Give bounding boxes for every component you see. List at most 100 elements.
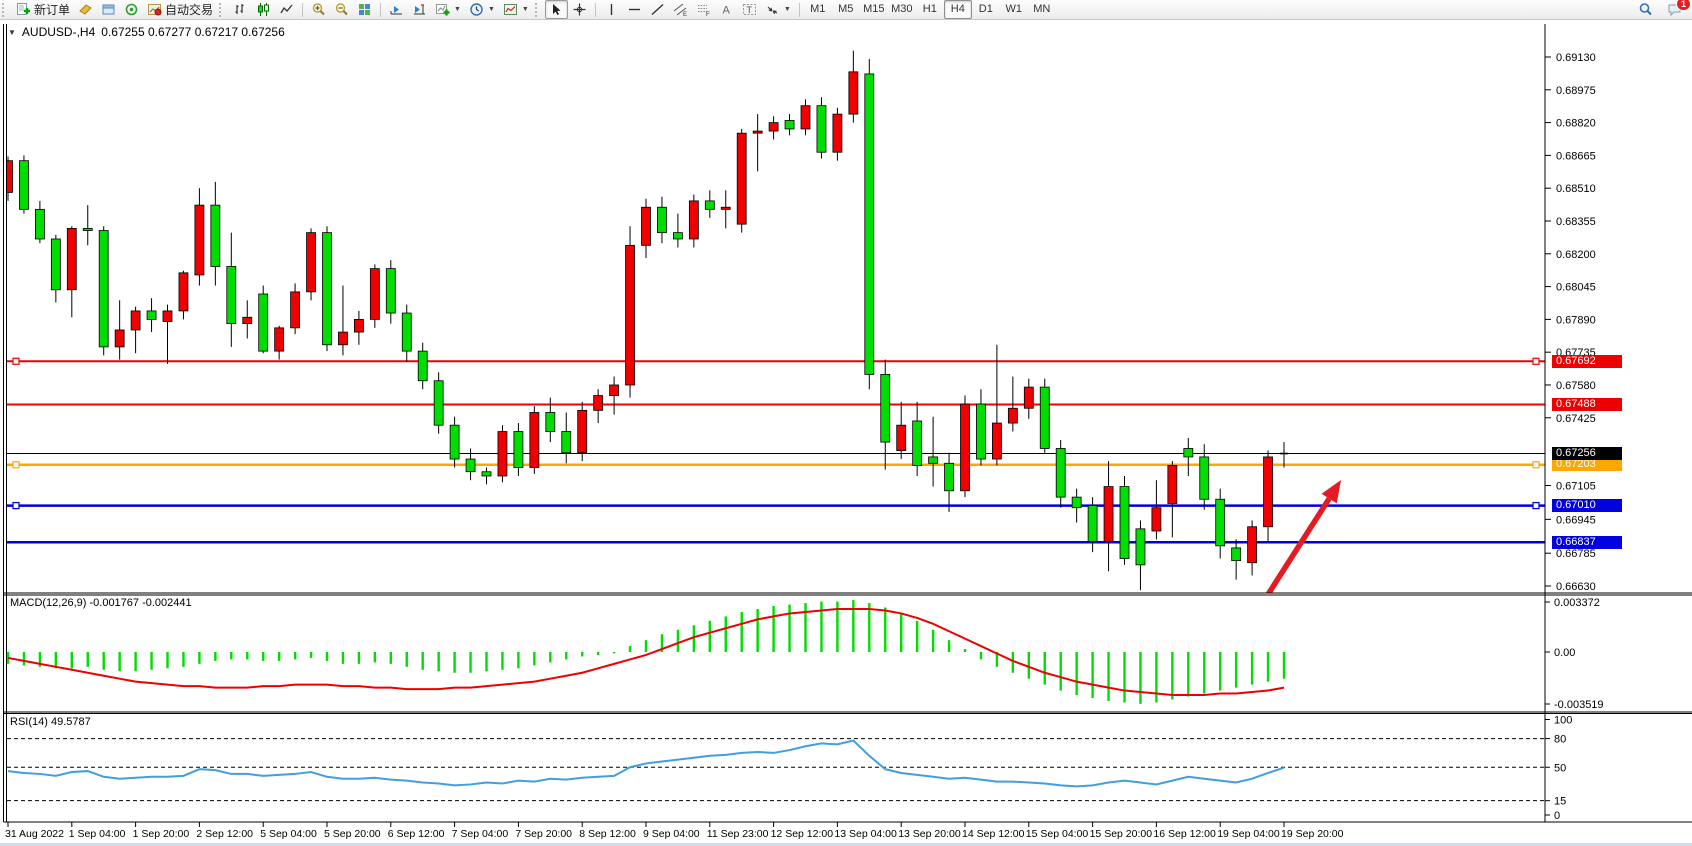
auto-trading-button[interactable]: 自动交易 (143, 0, 217, 19)
fibonacci-icon: F (696, 2, 711, 18)
market-watch-icon (101, 2, 116, 17)
chart-shift-icon (412, 2, 427, 17)
rsi-value: 49.5787 (50, 716, 91, 728)
svg-text:E: E (683, 12, 687, 17)
price-pane[interactable] (4, 50, 1546, 596)
zoom-out-button[interactable] (330, 0, 353, 19)
chart-window: 0.69130 0.68975 0.68820 0.68665 0.68510 0.683… (0, 19, 1692, 843)
svg-text:0.66945: 0.66945 (1556, 514, 1596, 526)
price-badge: 0.67256 (1552, 447, 1622, 461)
svg-text:19 Sep 20:00: 19 Sep 20:00 (1281, 828, 1344, 840)
vertical-line-tool-button[interactable] (600, 0, 623, 19)
templates-button[interactable]: ▼ (499, 0, 533, 19)
new-order-button[interactable]: 新订单 (12, 0, 74, 19)
annotation-arrow[interactable] (1265, 480, 1341, 596)
crosshair-tool-button[interactable] (568, 0, 591, 19)
svg-text:0.69130: 0.69130 (1556, 52, 1596, 64)
toolbar-grip[interactable] (2, 2, 10, 17)
svg-text:15 Sep 04:00: 15 Sep 04:00 (1026, 828, 1089, 840)
toolbar-grip[interactable] (534, 2, 543, 17)
templates-dropdown-icon[interactable]: ▼ (521, 6, 529, 13)
line-chart-type-button[interactable] (275, 0, 298, 19)
candlestick-chart-type-button[interactable] (252, 0, 275, 19)
search-icon (1638, 2, 1653, 17)
timeframe-button-d1[interactable]: D1 (978, 3, 993, 15)
collapse-ohlc-icon[interactable]: ▼ (8, 27, 16, 37)
sound-alerts-button[interactable] (120, 0, 143, 19)
svg-text:0.68045: 0.68045 (1556, 282, 1596, 294)
text-label-tool-button[interactable]: T (738, 0, 761, 19)
search-button[interactable] (1634, 0, 1657, 19)
price-badge: 0.67692 (1552, 354, 1622, 368)
svg-text:11 Sep 23:00: 11 Sep 23:00 (707, 828, 769, 840)
crosshair-icon (572, 2, 587, 17)
tile-windows-button[interactable] (353, 0, 376, 19)
chart-canvas[interactable]: 0.69130 0.68975 0.68820 0.68665 0.68510 0.683… (0, 19, 1692, 843)
toolbar-separator (302, 2, 304, 17)
timeframe-button-m15[interactable]: M15 (863, 3, 885, 15)
profiles-button[interactable] (74, 0, 97, 19)
bar-chart-type-button[interactable] (229, 0, 252, 19)
svg-text:T: T (746, 5, 752, 15)
rsi-indicator-label: RSI(14) 49.5787 (10, 716, 91, 728)
timeframe-button-h1[interactable]: H1 (922, 3, 937, 15)
svg-text:0.68355: 0.68355 (1556, 216, 1596, 228)
zoom-in-button[interactable] (307, 0, 330, 19)
timeframe-button-w1[interactable]: W1 (1005, 3, 1023, 15)
rsi-pane[interactable] (7, 738, 1545, 802)
price-badge: 0.67203 (1552, 458, 1622, 472)
toolbar-grip[interactable] (219, 2, 227, 17)
arrows-tool-button[interactable]: ▼ (761, 0, 795, 19)
svg-text:13 Sep 20:00: 13 Sep 20:00 (898, 828, 961, 840)
price-axis[interactable]: 0.69130 0.68975 0.68820 0.68665 0.68510 0.683… (1545, 52, 1604, 822)
notifications-button[interactable]: 1 (1663, 0, 1691, 19)
svg-text:5 Sep 20:00: 5 Sep 20:00 (324, 828, 381, 840)
timeframe-button-m1[interactable]: M1 (810, 3, 826, 15)
timeframe-button-m5[interactable]: M5 (838, 3, 854, 15)
macd-signal-line (7, 607, 1285, 697)
candlestick-chart-icon (256, 2, 271, 17)
time-axis[interactable]: 31 Aug 2022 1 Sep 04:00 1 Sep 20:00 2 Sep 1… (5, 822, 1344, 840)
svg-text:8 Sep 12:00: 8 Sep 12:00 (579, 828, 636, 840)
svg-text:0.68820: 0.68820 (1556, 118, 1596, 130)
arrows-dropdown-icon[interactable]: ▼ (783, 6, 791, 13)
svg-text:0.67425: 0.67425 (1556, 413, 1596, 425)
periods-dropdown-icon[interactable]: ▼ (487, 6, 495, 13)
periods-button[interactable]: ▼ (465, 0, 499, 19)
timeframe-button-h4[interactable]: H4 (943, 0, 972, 19)
line-chart-icon (279, 2, 294, 17)
chart-shift-button[interactable] (408, 0, 431, 19)
text-tool-button[interactable]: A (715, 0, 738, 19)
timeframe-button-m30[interactable]: M30 (891, 3, 913, 15)
indicators-button[interactable]: ▼ (431, 0, 465, 19)
svg-text:12 Sep 12:00: 12 Sep 12:00 (771, 828, 834, 840)
cursor-tool-button[interactable] (544, 0, 568, 19)
macd-name: MACD(12,26,9) (10, 597, 87, 609)
svg-text:0.003372: 0.003372 (1554, 597, 1600, 609)
horizontal-level-lines[interactable] (7, 357, 1545, 544)
svg-text:0.00: 0.00 (1554, 647, 1575, 659)
svg-text:14 Sep 12:00: 14 Sep 12:00 (962, 828, 1025, 840)
trendline-tool-button[interactable] (646, 0, 669, 19)
zoom-in-icon (311, 2, 326, 17)
svg-text:80: 80 (1554, 734, 1566, 746)
auto-scroll-button[interactable] (385, 0, 408, 19)
horizontal-line-tool-button[interactable] (623, 0, 646, 19)
template-icon (503, 2, 518, 17)
price-badge: 0.66837 (1552, 535, 1622, 549)
clock-icon (469, 2, 484, 17)
market-watch-button[interactable] (97, 0, 120, 19)
tile-windows-icon (357, 2, 372, 17)
svg-text:16 Sep 12:00: 16 Sep 12:00 (1153, 828, 1216, 840)
svg-text:0.67105: 0.67105 (1556, 480, 1596, 492)
fibonacci-tool-button[interactable]: F (692, 0, 715, 19)
equidistant-channel-tool-button[interactable]: E (669, 0, 692, 19)
svg-text:6 Sep 12:00: 6 Sep 12:00 (388, 828, 445, 840)
timeframe-button-mn[interactable]: MN (1033, 3, 1051, 15)
notification-badge: 1 (1675, 0, 1691, 11)
indicators-dropdown-icon[interactable]: ▼ (454, 6, 461, 13)
auto-trading-label: 自动交易 (165, 3, 214, 17)
macd-pane[interactable] (6, 600, 1286, 704)
svg-text:0: 0 (1554, 810, 1560, 822)
svg-text:1 Sep 20:00: 1 Sep 20:00 (133, 828, 190, 840)
